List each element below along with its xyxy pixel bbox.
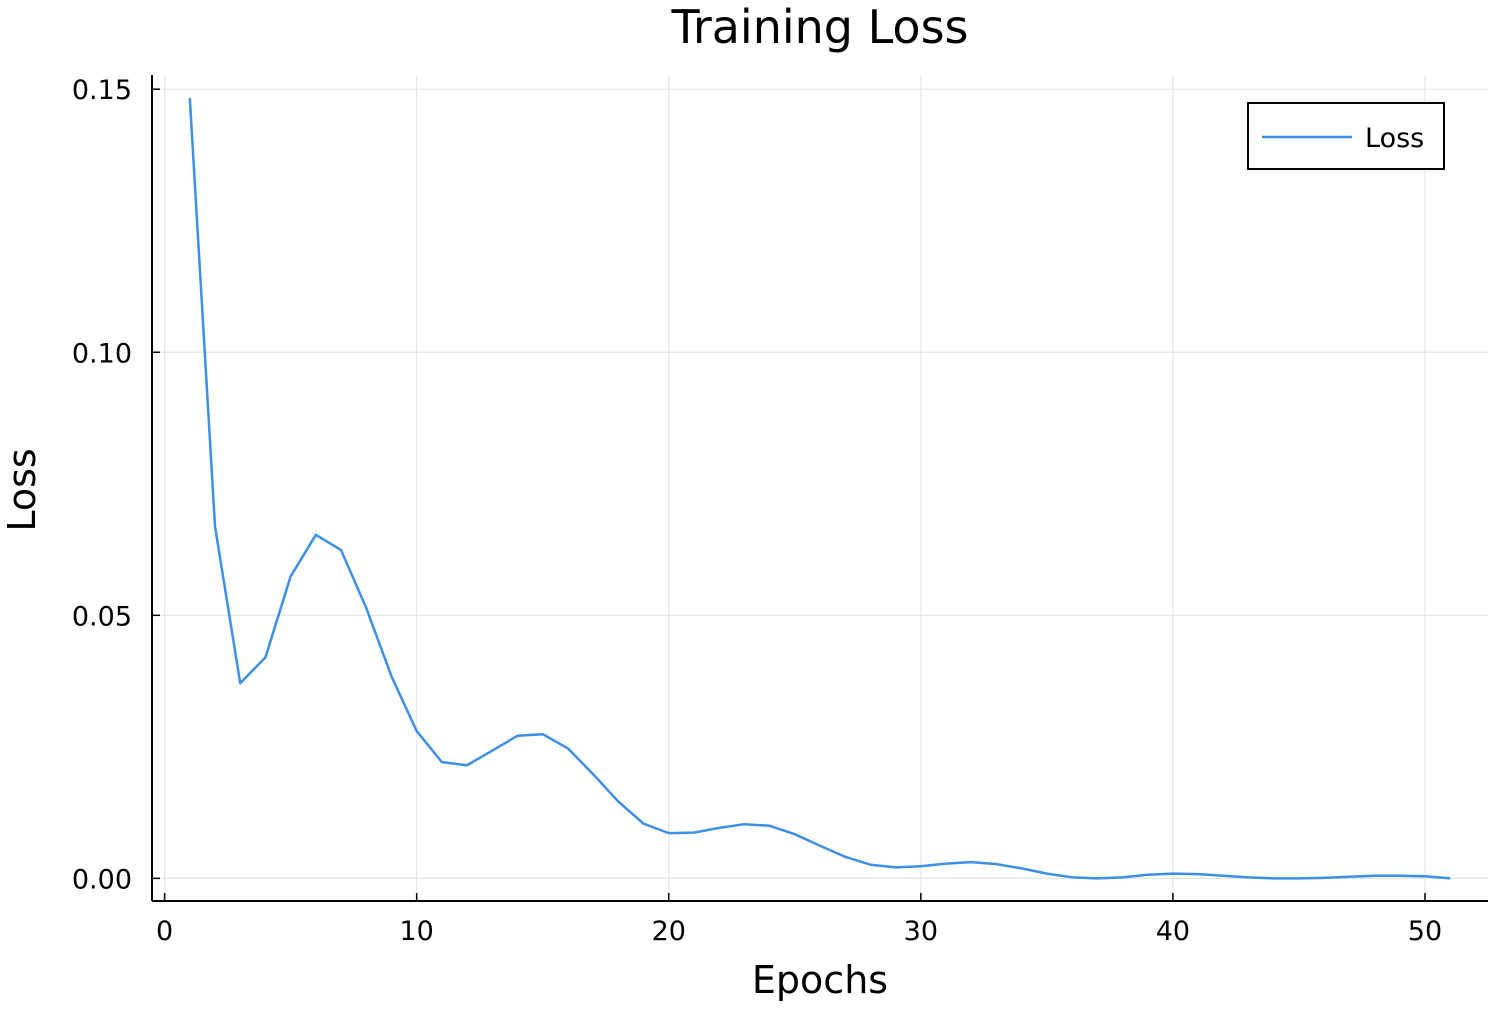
y-tick-label: 0.15	[72, 75, 132, 106]
x-tick-label: 10	[399, 916, 433, 947]
y-tick-label: 0.10	[72, 338, 132, 369]
x-tick-label: 0	[156, 916, 173, 947]
chart-title: Training Loss	[670, 0, 968, 54]
x-tick-label: 20	[652, 916, 686, 947]
x-tick-label: 30	[904, 916, 938, 947]
series-line-loss	[188, 98, 1451, 880]
y-tick-label: 0.00	[72, 864, 132, 895]
y-tick-label: 0.05	[72, 601, 132, 632]
x-tick-label: 40	[1156, 916, 1190, 947]
y-axis-label: Loss	[0, 448, 44, 531]
axis-ticks: 0 10 20 30 40 50 0.00 0.05 0.10 0.15	[72, 75, 1442, 947]
legend: Loss	[1247, 102, 1445, 170]
x-tick-label: 50	[1408, 916, 1442, 947]
x-axis-label: Epochs	[752, 958, 888, 1002]
grid-lines	[152, 75, 1488, 901]
legend-label-loss: Loss	[1365, 123, 1424, 154]
series-layer	[188, 98, 1451, 880]
